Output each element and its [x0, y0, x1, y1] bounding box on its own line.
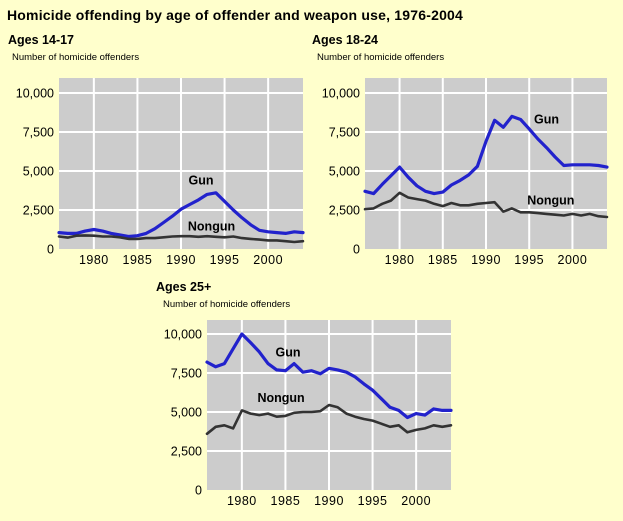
panel-subtitle-ages-18-24: Number of homicide offenders — [317, 52, 445, 63]
svg-text:1995: 1995 — [358, 494, 388, 508]
svg-text:2000: 2000 — [253, 253, 283, 267]
panel-title-ages-14-17: Ages 14-17 — [8, 33, 75, 47]
panel-title-ages-25-plus: Ages 25+ — [156, 280, 212, 294]
svg-text:1985: 1985 — [271, 494, 301, 508]
svg-text:7,500: 7,500 — [329, 126, 360, 140]
svg-text:1990: 1990 — [314, 494, 344, 508]
svg-text:10,000: 10,000 — [322, 87, 360, 101]
svg-text:1985: 1985 — [428, 253, 458, 267]
svg-text:2000: 2000 — [401, 494, 431, 508]
svg-text:5,000: 5,000 — [171, 406, 202, 420]
svg-text:2,500: 2,500 — [171, 445, 202, 459]
svg-text:1980: 1980 — [385, 253, 415, 267]
svg-text:0: 0 — [47, 243, 54, 257]
chart-ages-18-24: 0 2,500 5,000 7,500 10,000 1980 1985 1990 1995 20… — [322, 78, 609, 267]
svg-text:Gun: Gun — [534, 113, 559, 127]
svg-text:Nongun: Nongun — [188, 219, 235, 233]
svg-text:1995: 1995 — [514, 253, 544, 267]
svg-text:1980: 1980 — [79, 253, 109, 267]
svg-text:1985: 1985 — [123, 253, 153, 267]
svg-text:2,500: 2,500 — [329, 204, 360, 218]
svg-text:0: 0 — [195, 484, 202, 498]
svg-text:2000: 2000 — [558, 253, 588, 267]
svg-text:Gun: Gun — [189, 173, 214, 187]
svg-text:1995: 1995 — [210, 253, 240, 267]
svg-text:7,500: 7,500 — [171, 367, 202, 381]
chart-ages-14-17: 0 2,500 5,000 7,500 10,000 1980 1985 1990 1995 20… — [16, 78, 305, 267]
panel-title-ages-18-24: Ages 18-24 — [312, 33, 379, 47]
svg-text:7,500: 7,500 — [23, 126, 54, 140]
svg-text:10,000: 10,000 — [164, 328, 202, 342]
panel-subtitle-ages-14-17: Number of homicide offenders — [12, 52, 140, 63]
svg-text:10,000: 10,000 — [16, 87, 54, 101]
svg-text:Nongun: Nongun — [257, 391, 304, 405]
page-title: Homicide offending by age of offender an… — [7, 7, 464, 23]
svg-text:Nongun: Nongun — [527, 194, 574, 208]
svg-text:Gun: Gun — [276, 346, 301, 360]
svg-text:2,500: 2,500 — [23, 204, 54, 218]
svg-text:1990: 1990 — [166, 253, 196, 267]
svg-text:1990: 1990 — [471, 253, 501, 267]
panel-subtitle-ages-25-plus: Number of homicide offenders — [163, 299, 291, 310]
chart-ages-25-plus: 0 2,500 5,000 7,500 10,000 1980 1985 1990 1995 20… — [164, 320, 453, 508]
svg-text:5,000: 5,000 — [23, 165, 54, 179]
svg-text:0: 0 — [353, 243, 360, 257]
svg-text:1980: 1980 — [227, 494, 257, 508]
svg-text:5,000: 5,000 — [329, 165, 360, 179]
